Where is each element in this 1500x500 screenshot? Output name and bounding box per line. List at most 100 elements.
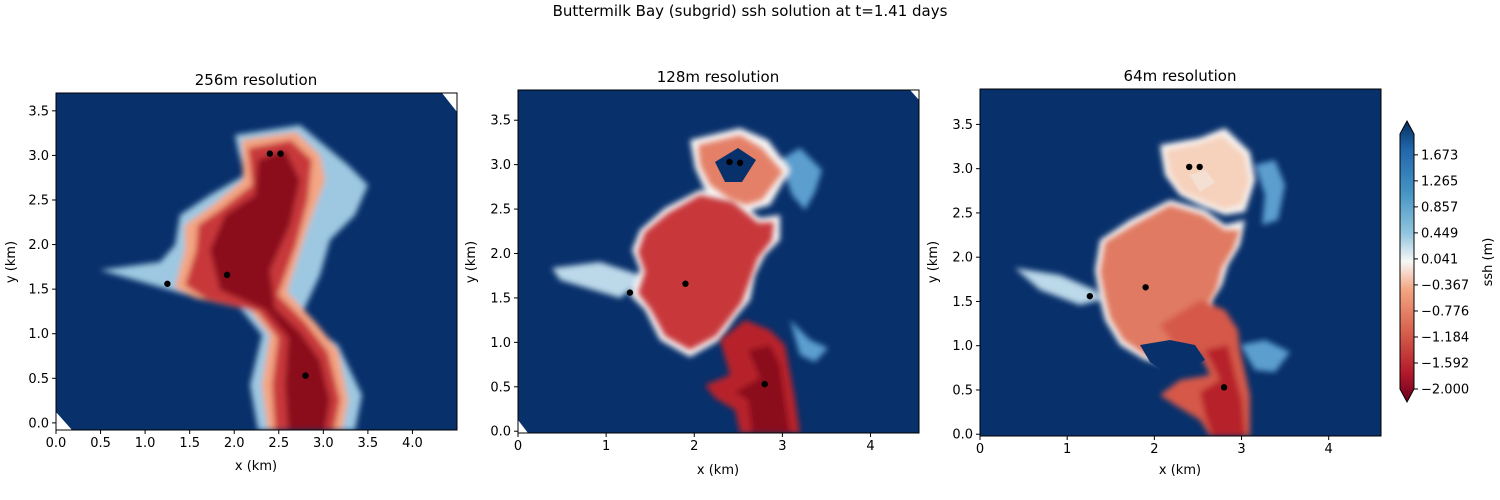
colorbar-tick-label: −1.592 bbox=[1421, 356, 1469, 371]
colorbar-tick-label: 1.673 bbox=[1421, 148, 1458, 163]
panel-3-frame bbox=[979, 88, 1382, 437]
gauge-marker bbox=[1142, 284, 1149, 291]
panel-3-field bbox=[980, 89, 1381, 436]
panel-3-xticks: 0 1 2 3 4 bbox=[976, 436, 1333, 457]
y-tick-label: 3.5 bbox=[490, 114, 511, 129]
gauge-marker bbox=[302, 372, 309, 379]
panel-3-yticks: 0.0 0.5 1.0 1.5 2.0 2.5 3.0 3.5 bbox=[952, 118, 980, 443]
y-tick-label: 0.5 bbox=[490, 380, 511, 395]
y-tick-label: 0.0 bbox=[28, 416, 49, 431]
gauge-marker bbox=[761, 380, 768, 388]
panel-1-frame bbox=[55, 92, 458, 431]
x-tick-label: 0 bbox=[976, 442, 984, 457]
y-tick-label: 1.0 bbox=[28, 327, 49, 342]
y-tick-label: 2.0 bbox=[952, 251, 973, 266]
y-tick-label: 0.5 bbox=[28, 372, 49, 387]
x-tick-label: 1.0 bbox=[135, 436, 156, 451]
panel-2-field bbox=[518, 90, 919, 433]
panel-64m: 64m resolution 0 1 2 3 4 0.0 0.5 1.0 1.5 2.0 2.5 3 bbox=[926, 67, 1382, 478]
colorbar-tick-label: 0.857 bbox=[1421, 200, 1458, 215]
x-tick-label: 1 bbox=[602, 439, 610, 454]
x-tick-label: 2 bbox=[690, 439, 698, 454]
gauge-marker bbox=[726, 158, 733, 166]
panel-3-title: 64m resolution bbox=[1124, 67, 1237, 85]
y-tick-label: 0.0 bbox=[490, 425, 511, 440]
colorbar-tick-label: −1.184 bbox=[1421, 330, 1469, 345]
x-tick-label: 2.0 bbox=[224, 436, 245, 451]
y-tick-label: 2.5 bbox=[952, 206, 973, 221]
gauge-marker bbox=[1220, 384, 1228, 391]
y-tick-label: 3.0 bbox=[952, 162, 973, 177]
figure-suptitle: Buttermilk Bay (subgrid) ssh solution at… bbox=[553, 2, 948, 20]
panel-2-xlabel: x (km) bbox=[697, 463, 739, 478]
y-tick-label: 0.0 bbox=[952, 428, 973, 443]
colorbar-tick-label: −0.776 bbox=[1421, 304, 1469, 319]
x-tick-label: 0.0 bbox=[46, 436, 67, 451]
panel-256m: 256m resolution 0.0 0.5 1.0 1.5 2.0 2.5 3.0 3.5… bbox=[4, 71, 458, 474]
gauge-marker bbox=[626, 289, 634, 296]
panel-2-xticks: 0 1 2 3 4 bbox=[514, 433, 875, 454]
x-tick-label: 0.5 bbox=[90, 436, 111, 451]
x-tick-label: 3 bbox=[1237, 442, 1245, 457]
y-tick-label: 3.5 bbox=[952, 118, 973, 133]
gauge-marker bbox=[736, 159, 744, 167]
panel-2-ylabel: y (km) bbox=[464, 241, 479, 283]
colorbar-body bbox=[1399, 119, 1415, 404]
colorbar-tick-label: −2.000 bbox=[1421, 383, 1469, 398]
panel-2-title: 128m resolution bbox=[657, 68, 779, 86]
x-tick-label: 2 bbox=[1150, 442, 1158, 457]
y-tick-label: 3.5 bbox=[28, 104, 49, 119]
gauge-marker bbox=[266, 150, 274, 157]
colorbar-tick-label: 0.449 bbox=[1421, 226, 1458, 241]
panel-1-field bbox=[56, 93, 457, 430]
x-tick-label: 2.5 bbox=[268, 436, 289, 451]
panel-1-ylabel: y (km) bbox=[4, 241, 19, 283]
panel-3-ylabel: y (km) bbox=[926, 241, 941, 283]
x-tick-label: 0 bbox=[514, 439, 522, 454]
gauge-marker bbox=[1196, 163, 1203, 171]
x-tick-label: 3 bbox=[778, 439, 786, 454]
colorbar-label: ssh (m) bbox=[1481, 238, 1496, 287]
panel-1-xticks: 0.0 0.5 1.0 1.5 2.0 2.5 3.0 3.5 4.0 bbox=[46, 430, 423, 451]
y-tick-label: 1.5 bbox=[28, 283, 49, 298]
y-tick-label: 1.0 bbox=[490, 336, 511, 351]
y-tick-label: 3.0 bbox=[28, 149, 49, 164]
gauge-marker bbox=[164, 280, 171, 287]
panel-3-markers bbox=[1086, 163, 1228, 391]
colorbar-tick-label: −0.367 bbox=[1421, 278, 1469, 293]
gauge-marker bbox=[223, 271, 231, 279]
y-tick-label: 1.5 bbox=[490, 291, 511, 306]
y-tick-label: 1.0 bbox=[952, 339, 973, 354]
panel-1-markers bbox=[164, 150, 309, 379]
colorbar-tick-label: 1.265 bbox=[1421, 174, 1458, 189]
colorbar-ticks: 1.673 1.265 0.857 0.449 0.041 −0.367 −0.776 −1.… bbox=[1414, 148, 1469, 398]
gauge-marker bbox=[277, 150, 284, 157]
y-tick-label: 2.0 bbox=[28, 238, 49, 253]
y-tick-label: 2.5 bbox=[28, 193, 49, 208]
y-tick-label: 1.5 bbox=[952, 295, 973, 310]
panel-2-markers bbox=[626, 158, 768, 388]
x-tick-label: 1 bbox=[1063, 442, 1071, 457]
panel-2-frame bbox=[517, 89, 920, 434]
x-tick-label: 4 bbox=[866, 439, 874, 454]
x-tick-label: 3.5 bbox=[358, 436, 379, 451]
panel-1-xlabel: x (km) bbox=[235, 459, 277, 474]
x-tick-label: 4.0 bbox=[402, 436, 423, 451]
panel-1-yticks: 0.0 0.5 1.0 1.5 2.0 2.5 3.0 3.5 bbox=[28, 104, 56, 431]
gauge-marker bbox=[1086, 292, 1094, 300]
panel-2-yticks: 0.0 0.5 1.0 1.5 2.0 2.5 3.0 3.5 bbox=[490, 114, 518, 440]
colorbar-tick-label: 0.041 bbox=[1421, 252, 1458, 267]
y-tick-label: 2.0 bbox=[490, 247, 511, 262]
gauge-marker bbox=[682, 280, 689, 287]
colorbar: 1.673 1.265 0.857 0.449 0.041 −0.367 −0.776 −1.… bbox=[1399, 119, 1496, 404]
panel-1-title: 256m resolution bbox=[195, 71, 317, 89]
y-tick-label: 0.5 bbox=[952, 383, 973, 398]
x-tick-label: 4 bbox=[1325, 442, 1333, 457]
y-tick-label: 2.5 bbox=[490, 203, 511, 218]
gauge-marker bbox=[1186, 163, 1193, 171]
x-tick-label: 3.0 bbox=[313, 436, 334, 451]
panel-3-xlabel: x (km) bbox=[1159, 463, 1201, 478]
y-tick-label: 3.0 bbox=[490, 158, 511, 173]
